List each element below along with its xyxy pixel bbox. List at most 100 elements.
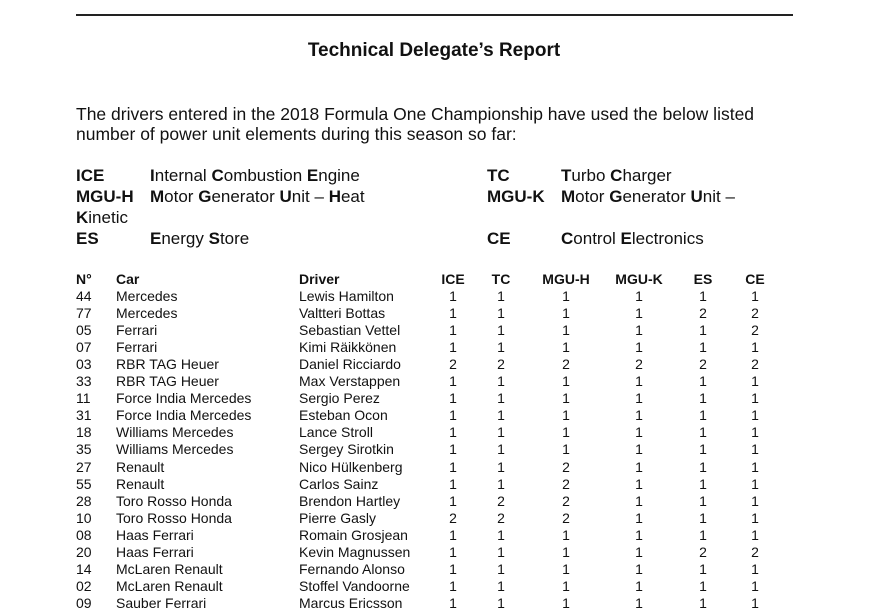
cell-driver: Fernando Alonso xyxy=(299,560,405,577)
cell-mgu-h: 1 xyxy=(562,288,570,304)
cell-car: Mercedes xyxy=(116,305,178,322)
legend-desc-wrap: Kinetic xyxy=(76,208,128,227)
cell-es: 1 xyxy=(699,441,707,458)
cell-car: RBR TAG Heuer xyxy=(116,356,219,373)
cell-ce: 1 xyxy=(751,441,759,458)
cell-tc: 2 xyxy=(497,356,505,373)
legend-desc: Motor Generator Unit – xyxy=(561,187,735,206)
header-mgu-k: MGU-K xyxy=(615,271,663,287)
header-tc: TC xyxy=(491,271,511,287)
cell-ce: 1 xyxy=(751,509,759,526)
cell-driver: Lewis Hamilton xyxy=(299,288,394,304)
header-ice: ICE xyxy=(441,271,465,287)
cell-number: 31 xyxy=(76,407,92,424)
cell-ce: 2 xyxy=(751,543,759,560)
cell-ice: 1 xyxy=(449,560,457,577)
cell-driver: Sergey Sirotkin xyxy=(299,441,394,458)
cell-car: Sauber Ferrari xyxy=(116,594,207,611)
cell-car: RBR TAG Heuer xyxy=(116,373,219,390)
cell-ce: 1 xyxy=(751,475,759,492)
cell-ce: 1 xyxy=(751,288,759,304)
cell-ice: 1 xyxy=(449,577,457,594)
cell-tc: 1 xyxy=(497,543,505,560)
cell-number: 18 xyxy=(76,424,92,441)
cell-mgu-k: 1 xyxy=(635,458,643,475)
cell-driver: Esteban Ocon xyxy=(299,407,388,424)
cell-driver: Stoffel Vandoorne xyxy=(299,577,410,594)
cell-number: 55 xyxy=(76,475,92,492)
cell-ce: 1 xyxy=(751,407,759,424)
cell-tc: 1 xyxy=(497,577,505,594)
cell-ice: 1 xyxy=(449,458,457,475)
cell-driver: Sebastian Vettel xyxy=(299,322,401,339)
cell-mgu-h: 1 xyxy=(562,543,570,560)
cell-car: Williams Mercedes xyxy=(116,441,234,458)
cell-mgu-h: 1 xyxy=(562,441,570,458)
cell-mgu-h: 1 xyxy=(562,594,570,611)
cell-ice: 1 xyxy=(449,390,457,407)
cell-car: Renault xyxy=(116,475,165,492)
cell-tc: 1 xyxy=(497,526,505,543)
cell-mgu-k: 1 xyxy=(635,288,643,304)
cell-car: Ferrari xyxy=(116,322,158,339)
cell-mgu-h: 1 xyxy=(562,322,570,339)
cell-driver: Lance Stroll xyxy=(299,424,373,441)
cell-ce: 1 xyxy=(751,390,759,407)
cell-mgu-h: 2 xyxy=(562,475,570,492)
cell-number: 07 xyxy=(76,339,92,356)
cell-tc: 1 xyxy=(497,390,505,407)
cell-ice: 1 xyxy=(449,373,457,390)
cell-number: 27 xyxy=(76,458,92,475)
cell-car: Renault xyxy=(116,458,165,475)
cell-mgu-k: 1 xyxy=(635,305,643,322)
header-car: Car xyxy=(116,271,140,287)
cell-car: Haas Ferrari xyxy=(116,543,194,560)
cell-ice: 2 xyxy=(449,509,457,526)
cell-ce: 2 xyxy=(751,305,759,322)
cell-tc: 1 xyxy=(497,424,505,441)
cell-driver: Marcus Ericsson xyxy=(299,594,403,611)
legend-desc: Internal Combustion Engine xyxy=(150,166,360,185)
cell-ce: 1 xyxy=(751,577,759,594)
cell-ice: 1 xyxy=(449,339,457,356)
cell-tc: 1 xyxy=(497,322,505,339)
cell-mgu-h: 2 xyxy=(562,356,570,373)
cell-car: Williams Mercedes xyxy=(116,424,234,441)
cell-tc: 1 xyxy=(497,339,505,356)
cell-driver: Brendon Hartley xyxy=(299,492,401,509)
cell-tc: 2 xyxy=(497,509,505,526)
cell-mgu-k: 1 xyxy=(635,475,643,492)
cell-mgu-k: 1 xyxy=(635,390,643,407)
cell-driver: Carlos Sainz xyxy=(299,475,379,492)
cell-mgu-k: 1 xyxy=(635,441,643,458)
cell-mgu-k: 1 xyxy=(635,560,643,577)
cell-ce: 1 xyxy=(751,594,759,611)
cell-tc: 1 xyxy=(497,373,505,390)
cell-driver: Romain Grosjean xyxy=(299,526,408,543)
cell-number: 28 xyxy=(76,492,92,509)
cell-tc: 1 xyxy=(497,288,505,304)
legend-desc: Motor Generator Unit – Heat xyxy=(150,187,365,206)
legend-abbr: MGU-H xyxy=(76,187,134,206)
cell-number: 03 xyxy=(76,356,92,373)
cell-mgu-h: 1 xyxy=(562,424,570,441)
cell-tc: 1 xyxy=(497,305,505,322)
cell-driver: Kimi Räikkönen xyxy=(299,339,397,356)
cell-driver: Daniel Ricciardo xyxy=(299,356,401,373)
legend-desc: Energy Store xyxy=(150,229,250,248)
cell-es: 2 xyxy=(699,356,707,373)
cell-mgu-h: 2 xyxy=(562,458,570,475)
cell-ice: 2 xyxy=(449,356,457,373)
legend-abbr: ES xyxy=(76,229,99,248)
cell-mgu-k: 1 xyxy=(635,509,643,526)
cell-car: Ferrari xyxy=(116,339,158,356)
cell-mgu-k: 1 xyxy=(635,526,643,543)
cell-ce: 2 xyxy=(751,356,759,373)
cell-number: 44 xyxy=(76,288,92,304)
cell-ice: 1 xyxy=(449,322,457,339)
cell-ice: 1 xyxy=(449,288,457,304)
cell-car: Toro Rosso Honda xyxy=(116,492,232,509)
cell-mgu-k: 1 xyxy=(635,339,643,356)
header-driver: Driver xyxy=(299,271,340,287)
cell-ice: 1 xyxy=(449,424,457,441)
